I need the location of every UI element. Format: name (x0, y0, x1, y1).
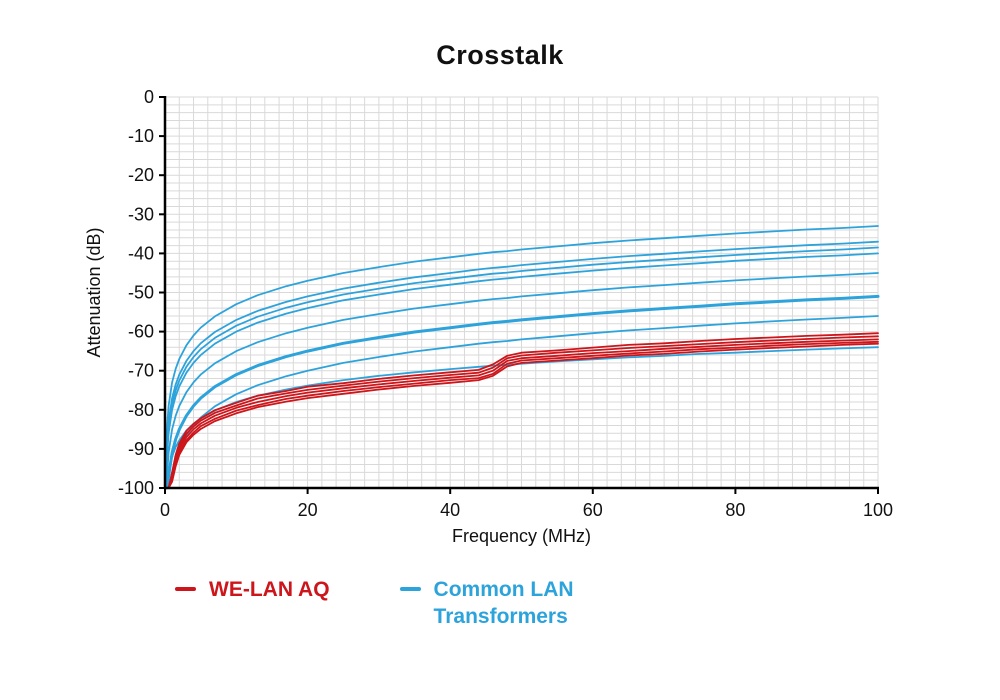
series-line-we-lan-aq-11 (164, 338, 879, 489)
y-tick-label: -70 (128, 361, 154, 381)
series-line-we-lan-aq-10 (164, 335, 879, 489)
y-tick-label: 0 (144, 87, 154, 107)
legend-swatch-blue (399, 587, 421, 591)
y-tick-label: -50 (128, 283, 154, 303)
series-line-common-lan-transformers-5 (164, 272, 879, 489)
x-axis-label: Frequency (MHz) (452, 526, 591, 546)
legend-label-common-lan-line2: Transformers (433, 605, 568, 628)
y-axis-label: Attenuation (dB) (84, 227, 104, 357)
crosstalk-line-chart: 0 20 40 60 80 100 0 -10 -20 -30 -40 -50 -60 -70 -80 -90… (84, 87, 893, 546)
y-tick-label: -30 (128, 204, 154, 224)
chart-legend: WE-LAN AQ Common LAN Transformers (175, 576, 574, 630)
y-tick-label: -60 (128, 322, 154, 342)
y-tick-label: -100 (118, 478, 154, 498)
x-tick-label: 0 (160, 500, 170, 520)
x-tick-label: 80 (725, 500, 745, 520)
x-tick-label: 100 (863, 500, 893, 520)
series-line-common-lan-transformers-2 (164, 240, 879, 478)
series-line-common-lan-transformers-6 (164, 294, 880, 490)
legend-item-we-lan-aq: WE-LAN AQ (175, 576, 330, 630)
series-line-common-lan-transformers-8 (164, 346, 879, 489)
y-tick-label: -80 (128, 400, 154, 420)
series-line-common-lan-transformers-3 (164, 246, 879, 484)
x-tick-label: 60 (583, 500, 603, 520)
y-tick-label: -10 (128, 126, 154, 146)
series-line-we-lan-aq-9 (164, 332, 879, 489)
x-tick-label: 40 (440, 500, 460, 520)
x-tick-label: 20 (298, 500, 318, 520)
y-tick-label: -90 (128, 439, 154, 459)
legend-label-common-lan: Common LAN Transformers (434, 576, 574, 630)
series-line-common-lan-transformers-4 (164, 252, 879, 489)
series-line-we-lan-aq-12 (164, 340, 879, 489)
y-tick-label: -40 (128, 243, 154, 263)
y-tick-label: -20 (128, 165, 154, 185)
series-line-we-lan-aq-13 (164, 342, 879, 489)
chart-title: Crosstalk (436, 40, 564, 70)
legend-swatch-red (175, 587, 196, 591)
legend-label-we-lan-aq: WE-LAN AQ (209, 578, 330, 601)
series-line-common-lan-transformers-1 (164, 225, 879, 462)
legend-item-common-lan: Common LAN Transformers (399, 576, 574, 630)
legend-label-common-lan-line1: Common LAN (433, 578, 574, 601)
